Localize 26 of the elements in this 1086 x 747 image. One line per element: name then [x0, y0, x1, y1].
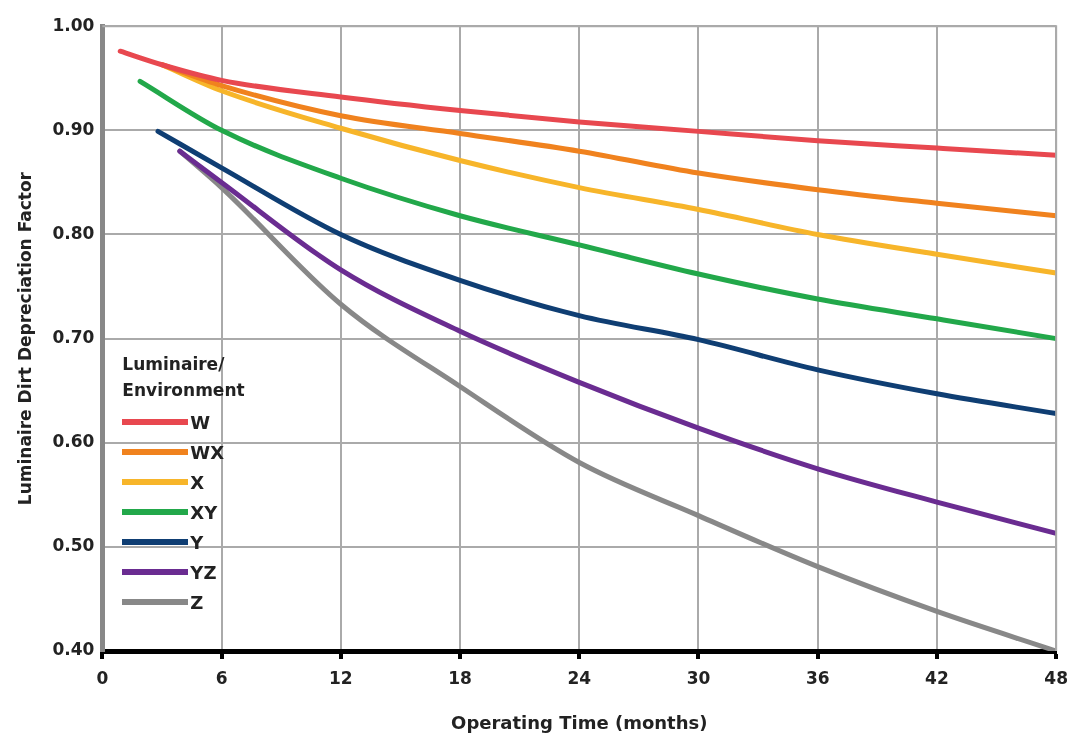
legend-label: X	[190, 471, 205, 493]
legend-title: Luminaire/ Environment	[122, 353, 246, 402]
y-axis-title: Luminaire Dirt Depreciation Factor	[14, 171, 35, 506]
y-tick-label: 1.00	[52, 14, 95, 35]
legend-label: YZ	[190, 561, 217, 583]
x-tick-label: 0	[96, 667, 109, 688]
y-tick-label: 0.50	[52, 535, 95, 556]
y-tick-label: 0.90	[52, 118, 95, 139]
x-tick-label: 48	[1044, 667, 1069, 688]
legend-label: Y	[190, 531, 204, 553]
x-tick-label: 12	[328, 667, 353, 688]
x-tick-label: 18	[448, 667, 472, 688]
legend-label: XY	[190, 501, 218, 523]
legend-label: WX	[190, 441, 225, 463]
x-axis-title: Operating Time (months)	[451, 711, 708, 733]
y-tick-label: 0.60	[52, 431, 95, 452]
x-tick-label: 42	[925, 667, 949, 688]
legend-label: Z	[190, 591, 204, 613]
y-tick-label: 0.70	[52, 327, 95, 348]
x-tick-label: 30	[686, 667, 711, 688]
legend-label: W	[190, 411, 211, 433]
x-tick-label: 36	[805, 667, 830, 688]
y-tick-label: 0.40	[52, 639, 95, 660]
x-tick-label: 6	[215, 667, 228, 688]
x-tick-label: 24	[567, 667, 592, 688]
y-tick-label: 0.80	[52, 222, 95, 243]
